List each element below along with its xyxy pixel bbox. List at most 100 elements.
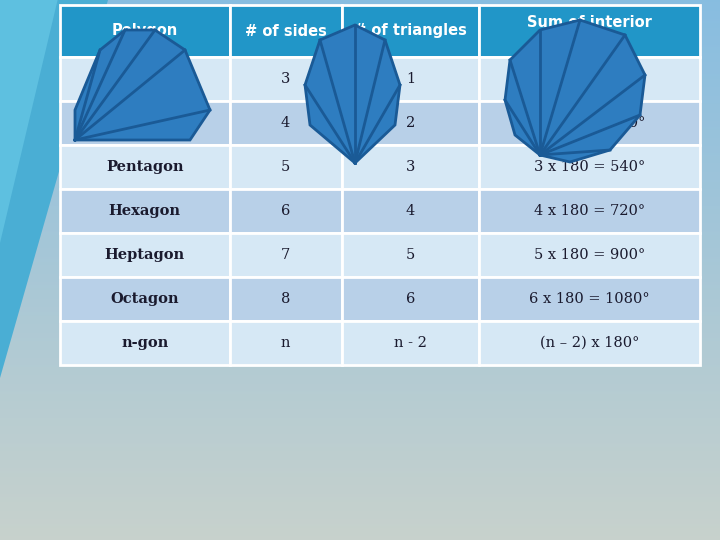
FancyBboxPatch shape <box>60 57 230 101</box>
Bar <box>0 389 720 390</box>
Bar <box>0 467 720 468</box>
FancyBboxPatch shape <box>230 233 341 277</box>
Bar <box>0 102 720 103</box>
Polygon shape <box>505 20 645 162</box>
Bar <box>0 469 720 470</box>
Text: 4: 4 <box>406 204 415 218</box>
Bar <box>0 69 720 70</box>
Bar <box>0 204 720 205</box>
Bar <box>0 418 720 419</box>
Bar <box>0 137 720 138</box>
FancyBboxPatch shape <box>60 101 230 145</box>
Bar <box>0 252 720 253</box>
Bar <box>0 54 720 55</box>
Text: 1: 1 <box>406 72 415 86</box>
Bar <box>0 16 720 17</box>
Bar <box>0 357 720 358</box>
FancyBboxPatch shape <box>60 233 230 277</box>
Bar <box>0 324 720 325</box>
Bar <box>0 194 720 195</box>
Bar <box>0 279 720 280</box>
FancyBboxPatch shape <box>230 57 341 101</box>
Bar <box>0 325 720 326</box>
Bar <box>0 409 720 410</box>
Bar <box>0 432 720 433</box>
Bar <box>0 160 720 161</box>
Bar <box>0 487 720 488</box>
Bar <box>0 163 720 164</box>
Bar <box>0 100 720 101</box>
Bar <box>0 39 720 40</box>
Bar <box>0 245 720 246</box>
Bar <box>0 239 720 240</box>
Bar <box>0 77 720 78</box>
FancyBboxPatch shape <box>480 233 700 277</box>
Bar <box>0 447 720 448</box>
Bar <box>0 474 720 475</box>
Bar <box>0 58 720 59</box>
Bar <box>0 380 720 381</box>
Bar <box>0 537 720 538</box>
Bar <box>0 328 720 329</box>
FancyBboxPatch shape <box>480 5 700 57</box>
Text: 180°: 180° <box>572 72 607 86</box>
Bar <box>0 401 720 402</box>
Bar <box>0 491 720 492</box>
Bar <box>0 197 720 198</box>
Bar <box>0 94 720 95</box>
Bar <box>0 224 720 225</box>
Bar <box>0 207 720 208</box>
Bar <box>0 29 720 30</box>
Text: Sum of interior
angles: Sum of interior angles <box>527 15 652 47</box>
Bar <box>0 25 720 26</box>
Bar <box>0 51 720 52</box>
Bar <box>0 251 720 252</box>
Bar <box>0 107 720 108</box>
Bar <box>0 249 720 250</box>
Bar <box>0 111 720 112</box>
Bar <box>0 180 720 181</box>
Bar <box>0 154 720 155</box>
Bar <box>0 349 720 350</box>
FancyBboxPatch shape <box>480 189 700 233</box>
Bar <box>0 317 720 318</box>
Text: # of sides: # of sides <box>245 24 327 38</box>
Bar <box>0 92 720 93</box>
Bar <box>0 6 720 7</box>
Bar <box>0 316 720 317</box>
Bar <box>0 339 720 340</box>
Bar <box>0 528 720 529</box>
Bar <box>0 405 720 406</box>
Text: n-gon: n-gon <box>121 336 168 350</box>
Bar <box>0 440 720 441</box>
Bar <box>0 505 720 506</box>
Bar <box>0 158 720 159</box>
Bar <box>0 343 720 344</box>
Bar <box>0 153 720 154</box>
Bar <box>0 503 720 504</box>
Bar <box>0 231 720 232</box>
Bar <box>0 195 720 196</box>
Bar <box>0 514 720 515</box>
Bar <box>0 179 720 180</box>
Bar <box>0 177 720 178</box>
Bar <box>0 214 720 215</box>
Bar <box>0 439 720 440</box>
FancyBboxPatch shape <box>230 101 341 145</box>
Bar <box>0 366 720 367</box>
Bar <box>0 511 720 512</box>
Bar <box>0 417 720 418</box>
Bar <box>0 103 720 104</box>
Bar <box>0 348 720 349</box>
Bar <box>0 199 720 200</box>
Bar <box>0 228 720 229</box>
Bar <box>0 59 720 60</box>
Bar <box>0 441 720 442</box>
Bar <box>0 264 720 265</box>
Bar <box>0 47 720 48</box>
Bar <box>0 244 720 245</box>
Bar <box>0 10 720 11</box>
Bar <box>0 186 720 187</box>
Bar <box>0 374 720 375</box>
Bar <box>0 327 720 328</box>
